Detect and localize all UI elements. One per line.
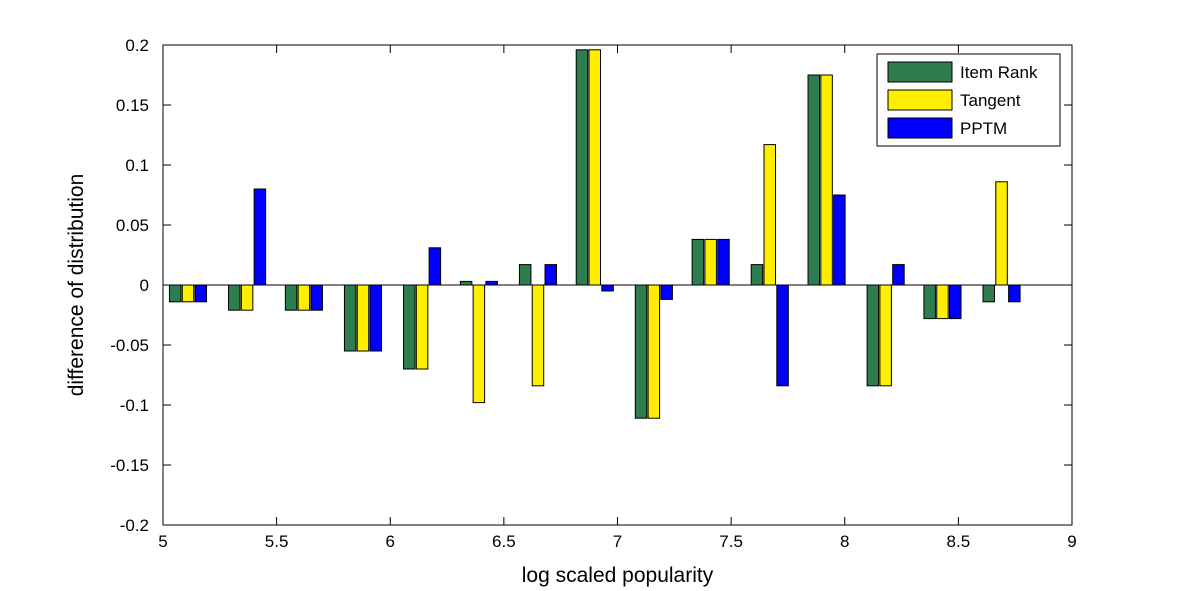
bar-tangent-11 [820, 74, 833, 286]
bar-tangent-13 [936, 284, 949, 320]
bar-tangent-3 [356, 284, 370, 352]
bar-pptm-11 [833, 194, 846, 286]
bar-pptm-7 [601, 284, 614, 292]
x-tick-label: 7.5 [719, 532, 743, 551]
bar-tangent-10 [763, 144, 777, 286]
legend-swatch-0 [887, 61, 953, 83]
bar-item-rank-4 [403, 284, 416, 370]
y-tick-label: 0 [140, 276, 149, 295]
legend-label-0: Item Rank [960, 63, 1038, 82]
bar-pptm-1 [253, 188, 267, 286]
bar-item-rank-6 [518, 264, 532, 286]
bar-item-rank-11 [807, 74, 821, 286]
bar-pptm-2 [310, 284, 323, 311]
y-tick-label: -0.15 [110, 456, 149, 475]
y-tick-label: -0.05 [110, 336, 149, 355]
bar-item-rank-1 [228, 284, 241, 311]
x-tick-label: 5.5 [265, 532, 289, 551]
y-axis-label: difference of distribution [65, 174, 88, 397]
x-tick-label: 6 [386, 532, 395, 551]
bar-pptm-12 [892, 264, 905, 286]
x-tick-label: 6.5 [492, 532, 516, 551]
y-tick-label: 0.05 [116, 216, 149, 235]
y-tick-label: -0.1 [120, 396, 149, 415]
bar-tangent-6 [531, 284, 545, 387]
bar-tangent-4 [415, 284, 429, 370]
bar-item-rank-14 [982, 284, 996, 303]
x-tick-label: 9 [1067, 532, 1076, 551]
bar-tangent-8 [647, 284, 661, 419]
legend-swatch-1 [887, 89, 953, 111]
bar-item-rank-12 [866, 284, 880, 387]
bar-tangent-7 [588, 49, 602, 286]
bar-item-rank-5 [459, 280, 473, 286]
bar-item-rank-9 [691, 238, 705, 286]
x-tick-label: 5 [158, 532, 167, 551]
bar-pptm-6 [544, 264, 558, 286]
legend-label-2: PPTM [960, 119, 1007, 138]
bar-pptm-4 [428, 247, 442, 286]
x-tick-label: 8.5 [947, 532, 971, 551]
legend-swatch-2 [887, 117, 953, 139]
bar-item-rank-3 [343, 284, 357, 352]
bar-pptm-5 [485, 280, 498, 286]
bar-tangent-9 [704, 238, 717, 286]
y-tick-label: -0.2 [120, 516, 149, 535]
y-tick-label: 0.15 [116, 96, 149, 115]
y-tick-label: 0.1 [125, 156, 149, 175]
bar-pptm-9 [717, 238, 730, 286]
bar-item-rank-0 [168, 284, 182, 303]
x-tick-label: 8 [840, 532, 849, 551]
bar-pptm-14 [1008, 284, 1021, 303]
bar-item-rank-7 [575, 49, 589, 286]
bar-tangent-5 [472, 284, 486, 404]
y-tick-label: 0.2 [125, 36, 149, 55]
bar-item-rank-2 [284, 284, 298, 311]
bar-tangent-0 [181, 284, 195, 303]
bar-item-rank-8 [634, 284, 648, 419]
y-axis: -0.2 -0.15 -0.1 -0.05 0 0.05 0.1 0.15 0.2 [110, 36, 1072, 535]
legend: Item Rank Tangent PPTM [876, 53, 1061, 147]
x-axis: 5 5.5 6 6.5 7 7.5 8 8.5 9 [158, 45, 1077, 551]
x-axis-label: log scaled popularity [522, 564, 714, 587]
bar-pptm-0 [194, 284, 208, 303]
bar-pptm-8 [660, 284, 673, 300]
legend-label-1: Tangent [960, 91, 1021, 110]
bar-item-rank-13 [923, 284, 936, 320]
bar-pptm-10 [776, 284, 789, 387]
bar-tangent-1 [240, 284, 254, 311]
bar-tangent-14 [995, 181, 1008, 286]
bar-tangent-2 [297, 284, 311, 311]
bar-pptm-3 [369, 284, 383, 352]
bar-pptm-13 [949, 284, 962, 320]
bar-item-rank-10 [750, 264, 764, 286]
x-tick-label: 7 [613, 532, 622, 551]
bar-tangent-12 [879, 284, 892, 387]
